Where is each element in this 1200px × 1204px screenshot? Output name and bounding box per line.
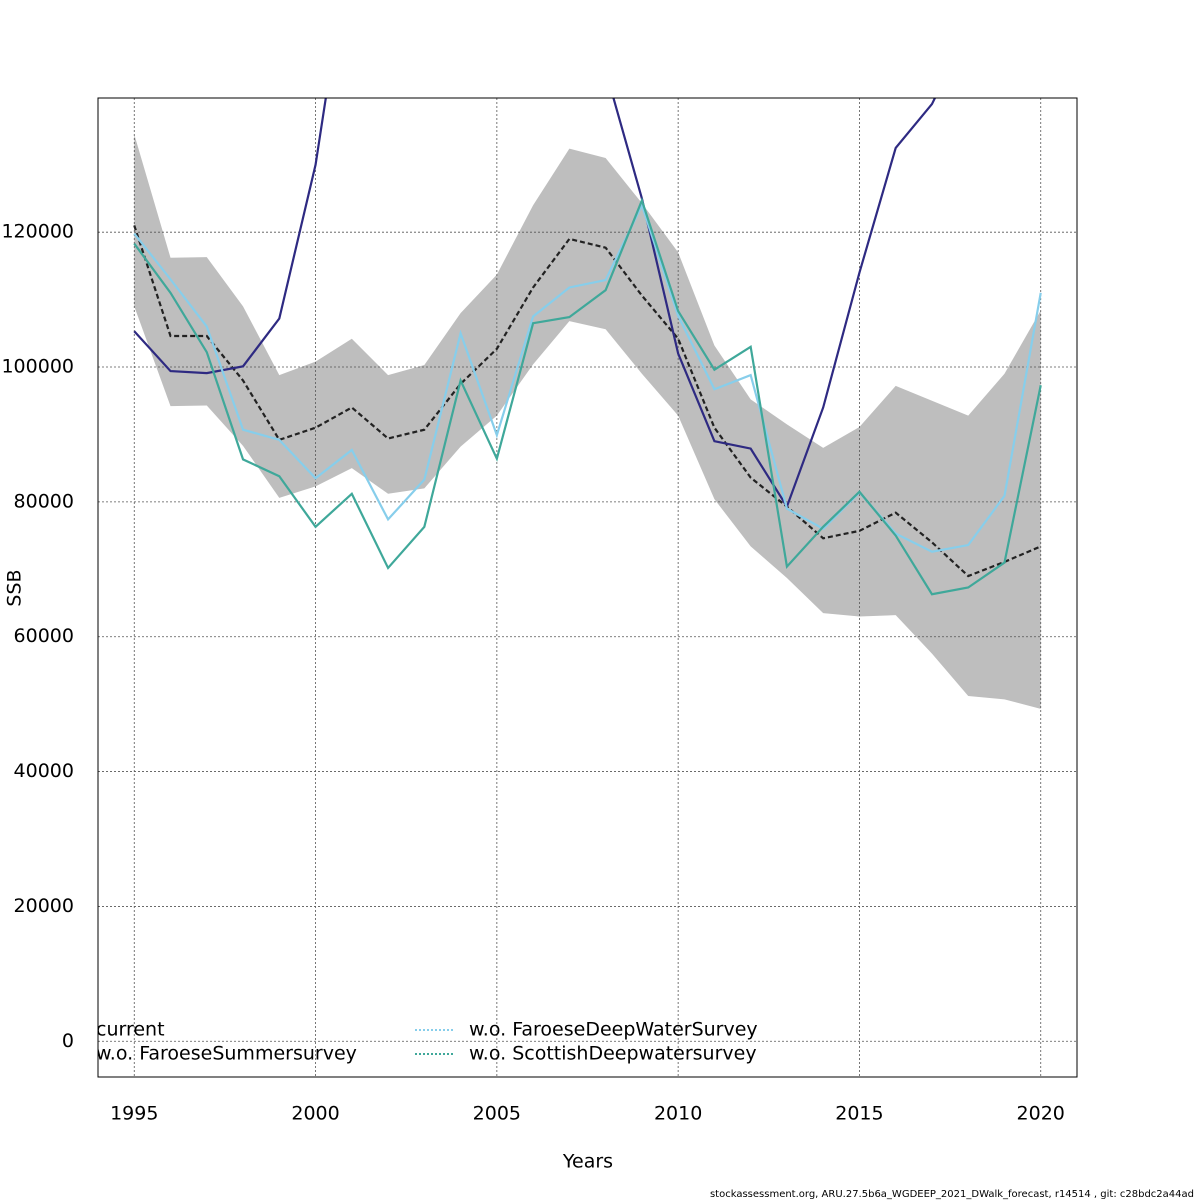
legend-label: current — [96, 1019, 165, 1041]
y-tick-label: 80000 — [14, 490, 74, 512]
x-tick-label: 2000 — [291, 1103, 339, 1125]
x-tick-label: 2005 — [473, 1103, 521, 1125]
series-line — [133, 98, 937, 510]
x-tick-label: 2020 — [1017, 1103, 1065, 1125]
y-tick-label: 120000 — [1, 221, 74, 243]
y-tick-label: 60000 — [14, 625, 74, 647]
x-tick-label: 1995 — [110, 1103, 158, 1125]
y-tick-label: 100000 — [1, 356, 74, 378]
x-tick-label: 2015 — [835, 1103, 883, 1125]
y-tick-label: 40000 — [14, 760, 74, 782]
legend-label: w.o. FaroeseDeepWaterSurvey — [469, 1019, 758, 1041]
x-axis-label: Years — [562, 1151, 613, 1173]
confidence-band — [134, 134, 1041, 709]
legend-label: w.o. ScottishDeepwatersurvey — [469, 1043, 757, 1065]
plot-area — [98, 98, 1077, 1077]
y-axis-label: SSB — [4, 569, 26, 606]
y-tick-label: 20000 — [14, 895, 74, 917]
series-line — [133, 225, 1042, 578]
legend-label: w.o. FaroeseSummersurvey — [96, 1043, 357, 1065]
plot-frame — [97, 97, 1078, 1078]
series-line — [133, 197, 1042, 596]
footer: stockassessment.org, ARU.27.5b6a_WGDEEP_… — [710, 1189, 1194, 1200]
y-tick-label: 0 — [62, 1030, 74, 1052]
x-tick-label: 2010 — [654, 1103, 702, 1125]
